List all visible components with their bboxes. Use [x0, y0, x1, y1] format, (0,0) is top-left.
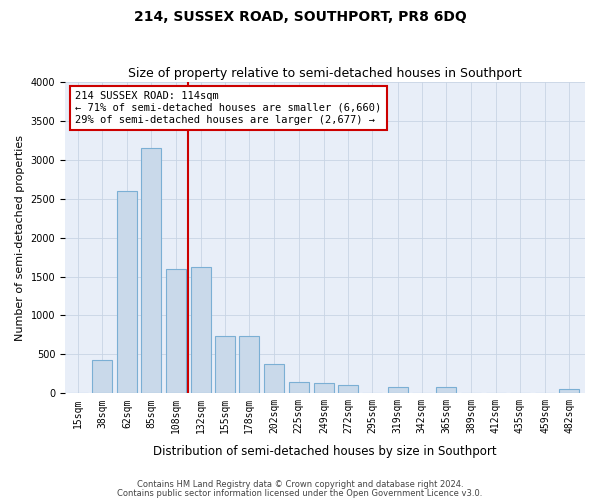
Bar	[166, 269, 185, 394]
Bar	[314, 383, 334, 394]
Bar	[289, 382, 308, 394]
Bar	[68, 392, 88, 394]
Text: Contains public sector information licensed under the Open Government Licence v3: Contains public sector information licen…	[118, 488, 482, 498]
Bar	[388, 387, 407, 394]
Text: 214 SUSSEX ROAD: 114sqm
← 71% of semi-detached houses are smaller (6,660)
29% of: 214 SUSSEX ROAD: 114sqm ← 71% of semi-de…	[76, 92, 382, 124]
Bar	[117, 191, 137, 394]
Bar	[191, 267, 211, 394]
Bar	[338, 384, 358, 394]
Bar	[92, 360, 112, 394]
Bar	[436, 387, 456, 394]
Title: Size of property relative to semi-detached houses in Southport: Size of property relative to semi-detach…	[128, 66, 522, 80]
Bar	[239, 336, 259, 394]
Bar	[265, 364, 284, 394]
X-axis label: Distribution of semi-detached houses by size in Southport: Distribution of semi-detached houses by …	[153, 444, 497, 458]
Bar	[559, 390, 579, 394]
Bar	[215, 336, 235, 394]
Y-axis label: Number of semi-detached properties: Number of semi-detached properties	[15, 134, 25, 340]
Text: Contains HM Land Registry data © Crown copyright and database right 2024.: Contains HM Land Registry data © Crown c…	[137, 480, 463, 489]
Text: 214, SUSSEX ROAD, SOUTHPORT, PR8 6DQ: 214, SUSSEX ROAD, SOUTHPORT, PR8 6DQ	[134, 10, 466, 24]
Bar	[142, 148, 161, 394]
